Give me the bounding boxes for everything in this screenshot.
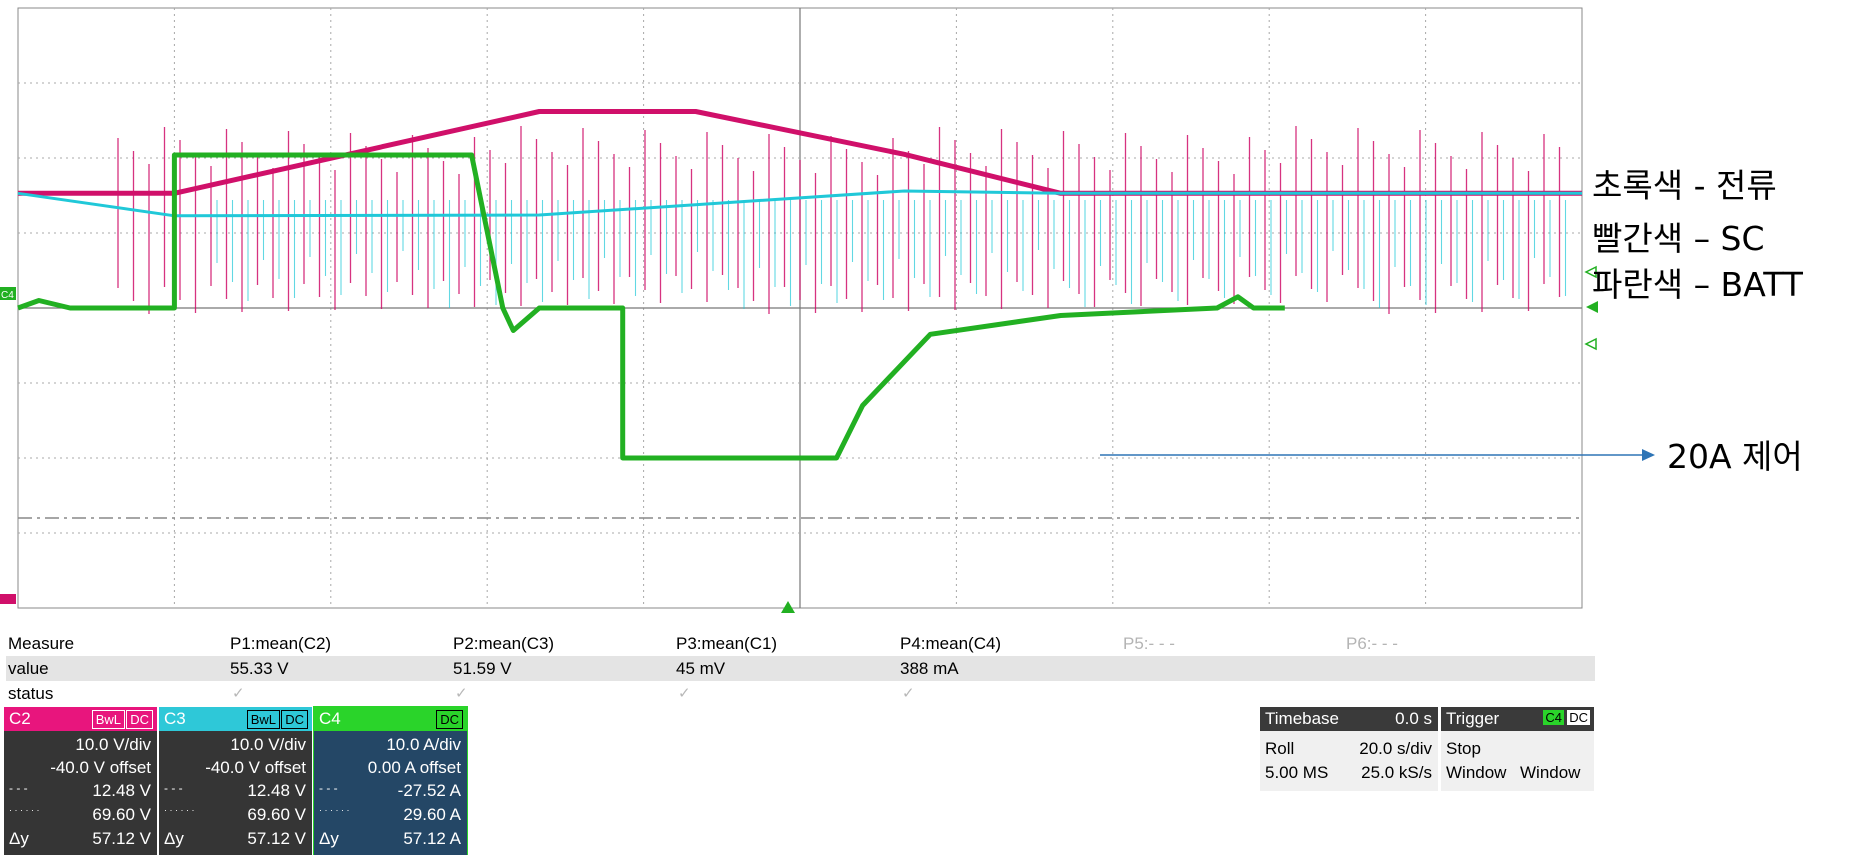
channel-c2-cursor1-mark: - - - (9, 781, 28, 795)
c3-spike-group (216, 200, 1567, 309)
trigger-header[interactable]: Trigger C4 DC (1441, 707, 1594, 731)
channel-c3-cursor2: 69.60 V (247, 805, 306, 824)
measure-p5-header[interactable]: P5:- - - (1123, 634, 1175, 653)
right-level-marker-3 (1584, 337, 1597, 351)
measure-status-row: status ✓ ✓ ✓ ✓ (6, 681, 1595, 706)
right-level-marker-2 (1586, 301, 1598, 313)
trigger-source-badge: C4 (1543, 710, 1564, 725)
channel-c3-header[interactable]: C3 BwL DC (159, 707, 312, 731)
measure-p1-header[interactable]: P1:mean(C2) (230, 634, 332, 653)
measure-p2-header[interactable]: P2:mean(C3) (453, 634, 555, 653)
channel-c4-cursor2: 29.60 A (403, 805, 461, 824)
ch4-marker-label: C4 (1, 290, 14, 301)
scope-display: C4 (0, 7, 1598, 613)
measure-p2-status-check-icon: ✓ (455, 685, 468, 702)
c4-current-trace (17, 152, 1285, 461)
c2-spike-group (117, 126, 1561, 314)
ch4-ground-marker: C4 (0, 287, 16, 301)
channel-c4-dc-badge: DC (436, 710, 463, 729)
measure-value-label: value (8, 659, 49, 678)
timebase-memory: 5.00 MS (1265, 763, 1329, 782)
trigger-label: Trigger (1446, 709, 1500, 728)
channel-c4-cursor1-mark: - - - (319, 781, 338, 795)
left-bottom-marker (0, 594, 16, 604)
channel-c3-cursor1: 12.48 V (247, 781, 306, 800)
measure-p2-value: 51.59 V (453, 659, 512, 678)
channel-c2-cursor1: 12.48 V (92, 781, 151, 800)
channel-c3-dy: 57.12 V (247, 829, 306, 848)
channel-c4-cursor1: -27.52 A (397, 781, 461, 800)
c2-sc-trace (18, 109, 1582, 196)
trigger-state: Stop (1446, 739, 1481, 758)
measure-p3-header[interactable]: P3:mean(C1) (676, 634, 778, 653)
trigger-time-marker (781, 601, 795, 613)
channel-c2-dy-label: Δy (9, 829, 29, 848)
channel-c2-cursor2-mark: · · · · · · (9, 805, 40, 815)
channel-c2-vdiv: 10.0 V/div (75, 735, 151, 754)
timebase-tdiv: 20.0 s/div (1359, 739, 1432, 758)
control-note-text: 20A 제어 (1667, 437, 1803, 476)
channel-c4-dy-label: Δy (319, 829, 339, 848)
timebase-label: Timebase (1265, 709, 1340, 728)
measure-p4-header[interactable]: P4:mean(C4) (900, 634, 1002, 653)
channel-c2-name: C2 (9, 709, 31, 728)
measure-p6-header[interactable]: P6:- - - (1346, 634, 1398, 653)
timebase-rate: 25.0 kS/s (1361, 763, 1432, 782)
channel-c3-panel[interactable]: C3 BwL DC 10.0 V/div -40.0 V offset - - … (159, 707, 312, 855)
channel-c3-dy-label: Δy (164, 829, 184, 848)
legend-green-text: 초록색 - 전류 (1592, 166, 1777, 205)
channel-c2-panel[interactable]: C2 BwL DC 10.0 V/div -40.0 V offset - - … (4, 707, 157, 855)
channel-c2-header[interactable]: C2 BwL DC (4, 707, 157, 731)
timebase-panel[interactable]: Timebase 0.0 s Roll 20.0 s/div 5.00 MS 2… (1260, 707, 1438, 791)
timebase-mode: Roll (1265, 739, 1295, 758)
control-note-arrow-head (1642, 449, 1655, 461)
channel-c4-cursor2-mark: · · · · · · (319, 805, 350, 815)
channel-c4-adiv: 10.0 A/div (386, 735, 461, 754)
right-level-marker-1 (1584, 265, 1597, 279)
c3-batt-trace (17, 189, 1582, 218)
measure-p3-value: 45 mV (676, 659, 726, 678)
channel-c2-offset: -40.0 V offset (50, 758, 151, 777)
channel-c3-offset: -40.0 V offset (205, 758, 306, 777)
legend-blue-text: 파란색 – BATT (1592, 265, 1803, 304)
channel-c3-cursor2-mark: · · · · · · (164, 805, 195, 815)
channel-c4-header[interactable]: C4 DC (314, 707, 467, 731)
channel-c4-panel[interactable]: C4 DC 10.0 A/div 0.00 A offset - - - -27… (313, 706, 468, 855)
measure-p4-value: 388 mA (900, 659, 959, 678)
channel-c2-cursor2: 69.60 V (92, 805, 151, 824)
timebase-delay: 0.0 s (1395, 709, 1432, 728)
channel-c4-dy: 57.12 A (403, 829, 461, 848)
channel-c2-bwl-badge: BwL (91, 710, 125, 729)
measure-p1-value: 55.33 V (230, 659, 289, 678)
channel-c2-dc-badge: DC (126, 710, 153, 729)
scope-grid (17, 7, 1583, 609)
channel-c3-cursor1-mark: - - - (164, 781, 183, 795)
trigger-window-2: Window (1520, 763, 1581, 782)
measure-header-label[interactable]: Measure (8, 634, 75, 653)
channel-c3-dc-badge: DC (281, 710, 308, 729)
channel-c3-bwl-badge: BwL (246, 710, 280, 729)
measure-p3-status-check-icon: ✓ (678, 685, 691, 702)
measure-p1-status-check-icon: ✓ (232, 685, 245, 702)
measure-status-label: status (8, 684, 54, 703)
channel-c2-dy: 57.12 V (92, 829, 151, 848)
trigger-window-1: Window (1446, 763, 1507, 782)
channel-c4-name: C4 (319, 709, 341, 728)
legend-red-text: 빨간색 – SC (1592, 219, 1765, 258)
timebase-header[interactable]: Timebase 0.0 s (1260, 707, 1438, 731)
channel-c3-name: C3 (164, 709, 186, 728)
channel-c4-offset: 0.00 A offset (367, 758, 461, 777)
channel-c3-vdiv: 10.0 V/div (230, 735, 306, 754)
trigger-panel[interactable]: Trigger C4 DC Stop Window Window (1441, 707, 1594, 791)
measure-value-row: value 55.33 V 51.59 V 45 mV 388 mA (6, 656, 1595, 681)
trigger-coupling-badge: DC (1567, 710, 1590, 725)
measure-header-row: Measure P1:mean(C2) P2:mean(C3) P3:mean(… (6, 631, 1595, 656)
measure-p4-status-check-icon: ✓ (902, 685, 915, 702)
